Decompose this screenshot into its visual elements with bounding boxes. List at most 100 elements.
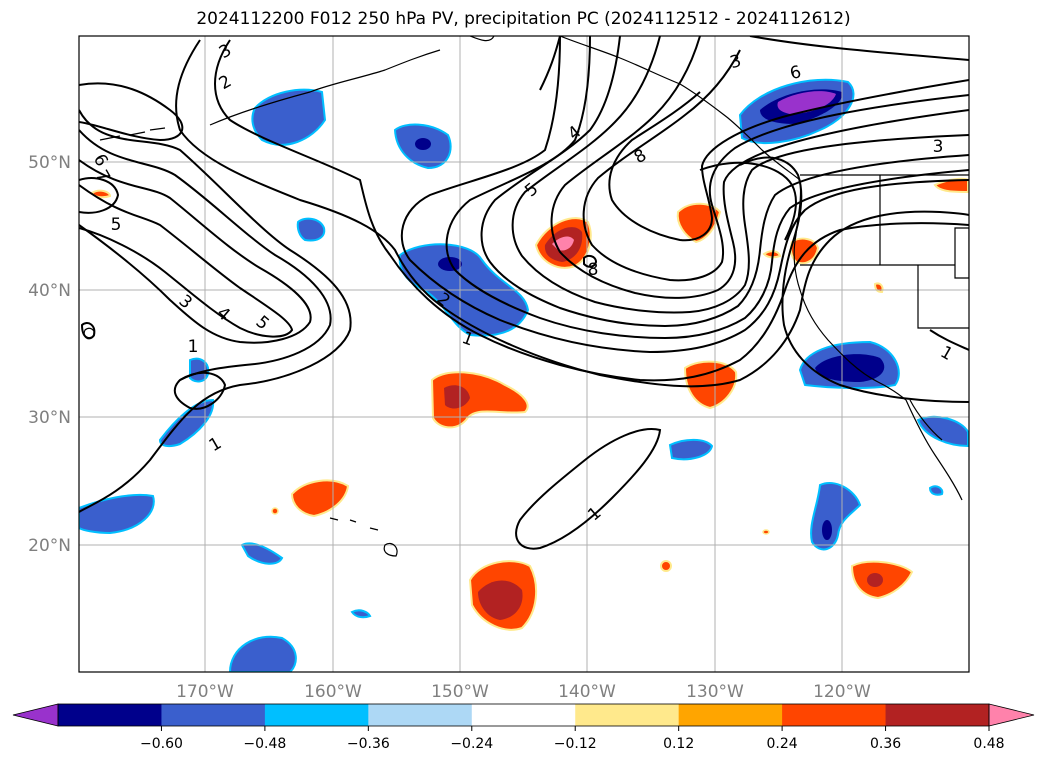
- pv-contour: [80, 322, 96, 340]
- colorbar-tick-label: 0.48: [973, 736, 1004, 752]
- contour-label: 3: [175, 291, 196, 313]
- neg-precip-area: [158, 398, 215, 448]
- contour-label: 4: [564, 122, 585, 144]
- baja-coast: [905, 399, 963, 501]
- pv-contour: [582, 49, 969, 282]
- colorbar-tick-label: 0.36: [870, 736, 901, 752]
- contour-label: 1: [206, 433, 225, 456]
- neg-precip-area: [928, 485, 944, 496]
- lon-tick-label: 170°W: [176, 682, 234, 702]
- lon-tick-label: 130°W: [686, 682, 744, 702]
- pv-contour: [699, 161, 797, 241]
- pv-contour: [929, 329, 969, 351]
- neg-precip-area: [810, 482, 862, 551]
- pv-contour: [79, 129, 332, 381]
- precipitation-field: [79, 78, 969, 672]
- neg-precip-area: [350, 609, 372, 619]
- neg-precip-center: [777, 91, 836, 114]
- contour-label: 8: [588, 260, 599, 280]
- neg-precip-core: [822, 520, 832, 540]
- colorbar: −0.60 −0.48 −0.36 −0.24 −0.12 0.12 0.24 0.36 0.4…: [12, 703, 1035, 752]
- lat-tick-label: 40°N: [28, 281, 71, 301]
- pv-contour: [739, 156, 969, 403]
- contour-label: 6: [788, 62, 804, 84]
- pv-contour: [515, 428, 662, 550]
- pv-contour: [511, 36, 969, 314]
- lon-tick-label: 140°W: [558, 682, 616, 702]
- colorbar-tick-label: −0.36: [347, 736, 390, 752]
- alaska-coast: [209, 36, 495, 126]
- contour-label: 8: [631, 145, 650, 168]
- neg-precip-core: [415, 138, 431, 150]
- map-frame: [78, 35, 970, 673]
- pv-contour: [173, 371, 227, 410]
- colorbar-segment: [264, 704, 369, 726]
- pos-precip-area: [873, 282, 884, 294]
- pv-contour: [400, 36, 969, 354]
- pos-precip-core: [867, 573, 883, 587]
- contour-label: 5: [252, 312, 273, 334]
- pv-contour: [79, 177, 120, 214]
- contour-label: 1: [188, 337, 199, 357]
- colorbar-tick-label: 0.12: [663, 736, 694, 752]
- pos-precip-area: [271, 507, 279, 515]
- colorbar-segment: [368, 704, 473, 726]
- pv-contour: [79, 159, 312, 344]
- pv-contour: [79, 184, 294, 338]
- pv-contour: [608, 79, 969, 242]
- colorbar-extend-left: [12, 703, 59, 727]
- neg-precip-area: [228, 635, 297, 672]
- colorbar-tick-label: −0.60: [140, 736, 183, 752]
- colorbar-outline: [57, 703, 990, 727]
- lon-tick-label: 120°W: [813, 682, 871, 702]
- lat-tick-label: 20°N: [28, 536, 71, 556]
- neg-precip-area: [296, 217, 326, 242]
- colorbar-tick-label: −0.48: [243, 736, 286, 752]
- colorbar-segment: [471, 704, 576, 726]
- map-title: 2024112200 F012 250 hPa PV, precipitatio…: [196, 9, 851, 29]
- lat-tick-label: 50°N: [28, 153, 71, 173]
- pos-precip-area: [290, 479, 350, 518]
- colorbar-segments: [58, 704, 990, 726]
- neg-precip-area: [79, 493, 155, 535]
- contour-label: 5: [111, 215, 122, 235]
- pos-precip-area: [762, 529, 770, 535]
- colorbar-segment: [161, 704, 266, 726]
- colorbar-segment: [575, 704, 680, 726]
- pv-contour: [539, 36, 561, 91]
- lon-tick-labels: 170°W 160°W 150°W 140°W 130°W 120°W: [176, 682, 871, 702]
- neg-precip-core: [438, 257, 462, 271]
- contour-label: 1: [459, 328, 476, 350]
- colorbar-segment: [782, 704, 887, 726]
- pv-contour: [79, 82, 184, 142]
- neg-precip-area: [916, 415, 969, 448]
- colorbar-extend-right: [988, 703, 1035, 727]
- pv-contours: [79, 36, 969, 550]
- pv-contour: [480, 36, 969, 328]
- lon-tick-label: 150°W: [431, 682, 489, 702]
- colorbar-tick-label: −0.12: [554, 736, 597, 752]
- contour-label: 3: [728, 51, 744, 73]
- pos-precip-area: [676, 202, 722, 244]
- colorbar-ticks: −0.60 −0.48 −0.36 −0.24 −0.12 0.12 0.24 0.36 0.4…: [140, 726, 1005, 752]
- pv-contour: [214, 39, 969, 382]
- contour-label: 3: [933, 137, 944, 157]
- colorbar-tick-label: 0.24: [767, 736, 798, 752]
- pv-contour: [79, 109, 352, 513]
- lat-tick-label: 30°N: [28, 408, 71, 428]
- lat-tick-labels: 50°N 40°N 30°N 20°N: [28, 153, 71, 556]
- pos-precip-core: [478, 580, 523, 620]
- lon-tick-label: 160°W: [304, 682, 362, 702]
- contour-label: 2: [216, 71, 235, 94]
- pos-precip-area: [660, 560, 672, 572]
- contour-label: 1: [937, 342, 956, 365]
- pv-contour: [583, 254, 598, 268]
- pv-contour: [550, 36, 969, 299]
- pv-contour: [445, 36, 969, 340]
- colorbar-segment: [885, 704, 990, 726]
- hawaii-islands: [329, 517, 398, 557]
- neg-precip-area: [668, 438, 714, 461]
- colorbar-segment: [678, 704, 783, 726]
- pv-contour: [749, 36, 969, 61]
